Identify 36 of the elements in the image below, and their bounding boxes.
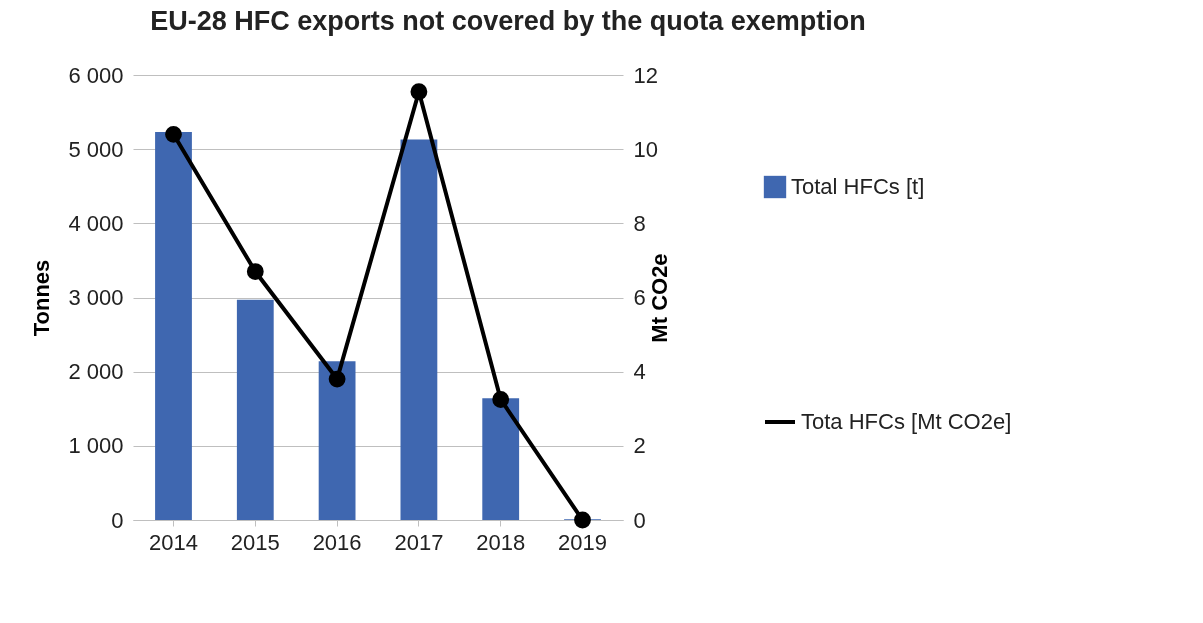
y2-tick-label: 0 <box>633 507 646 533</box>
y-tick-label: 0 <box>111 507 124 533</box>
y2-axis-title: Mt CO2e <box>646 253 672 343</box>
y2-tick-label: 8 <box>633 210 646 236</box>
y-tick-label: 1 000 <box>68 433 124 459</box>
point <box>165 125 182 143</box>
bar <box>236 299 274 520</box>
y-tick-label: 6 000 <box>68 62 124 88</box>
bar <box>400 139 438 520</box>
x-tick-label: 2015 <box>230 529 280 555</box>
y-tick-label: 4 000 <box>68 210 124 236</box>
y2-tick-label: 12 <box>633 62 658 88</box>
point <box>574 511 591 529</box>
x-tick-label: 2016 <box>312 529 362 555</box>
y2-tick-label: 6 <box>633 285 646 310</box>
x-tick-label: 2019 <box>558 529 607 555</box>
y2-tick-label: 10 <box>633 136 658 162</box>
chart-title: EU-28 HFC exports not covered by the quota exemption <box>150 6 866 36</box>
point <box>328 370 346 388</box>
x-tick-label: 2018 <box>476 529 526 555</box>
legend-label: Tota HFCs [Mt CO2e] <box>801 409 1012 434</box>
y-tick-label: 3 000 <box>68 285 124 310</box>
y-tick-label: 5 000 <box>68 136 124 162</box>
legend-label: Total HFCs [t] <box>791 174 925 199</box>
point <box>246 263 264 280</box>
point <box>410 83 428 101</box>
bar <box>482 398 520 520</box>
x-tick-label: 2014 <box>149 529 198 555</box>
point <box>492 391 510 408</box>
x-tick-label: 2017 <box>394 529 444 555</box>
bar <box>155 132 192 520</box>
y2-tick-label: 2 <box>633 433 646 459</box>
y2-tick-label: 4 <box>633 359 646 385</box>
bar <box>318 361 356 520</box>
y-axis-title: Tonnes <box>29 259 55 337</box>
y-tick-label: 2 000 <box>68 359 124 385</box>
